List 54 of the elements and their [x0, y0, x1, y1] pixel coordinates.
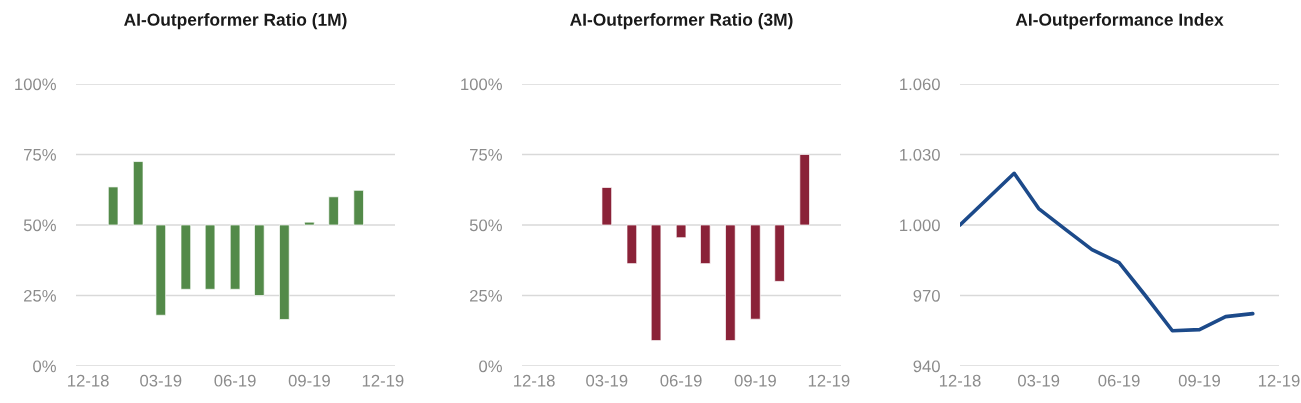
x-tick-label: 12-18	[939, 374, 981, 387]
bar	[774, 224, 785, 282]
x-tick-label: 06-19	[660, 374, 702, 387]
bar	[107, 186, 119, 226]
bar	[725, 224, 736, 341]
bar	[601, 187, 612, 226]
x-tick-label: 06-19	[1098, 374, 1140, 387]
y-tick-label: 1.060	[900, 78, 940, 91]
y-tick-label: 100%	[15, 78, 56, 91]
line-series	[960, 171, 1255, 333]
bar	[700, 224, 711, 264]
bar	[353, 189, 364, 226]
bar	[328, 196, 339, 226]
x-tick-label: 12-18	[68, 374, 109, 387]
y-tick-label: 75%	[24, 148, 56, 161]
chart-title: AI-Outperformance Index	[1015, 13, 1224, 30]
x-tick-label: 03-19	[1018, 374, 1060, 387]
y-tick-label: 25%	[24, 289, 56, 302]
bar	[132, 161, 144, 226]
bar	[155, 224, 166, 316]
bar	[750, 224, 761, 320]
x-tick-label: 12-19	[808, 374, 850, 387]
chart-title: AI-Outperformer Ratio (1M)	[124, 13, 347, 30]
y-tick-label: 25%	[470, 289, 502, 302]
x-tick-label: 03-19	[586, 374, 628, 387]
bar	[279, 224, 290, 320]
bar	[254, 224, 265, 296]
bar	[180, 224, 192, 290]
y-tick-label: 1.030	[900, 148, 940, 161]
y-tick-label: 75%	[470, 148, 502, 161]
y-tick-label: 0%	[33, 360, 56, 373]
y-tick-label: 970	[913, 289, 940, 302]
y-tick-label: 1.000	[900, 219, 940, 232]
x-tick-label: 09-19	[288, 374, 330, 387]
y-tick-label: 100%	[461, 78, 502, 91]
bar	[204, 224, 216, 290]
x-tick-label: 03-19	[140, 374, 182, 387]
x-tick-label: 09-19	[734, 374, 776, 387]
bar	[650, 224, 662, 341]
y-tick-label: 940	[913, 360, 940, 373]
x-tick-label: 12-19	[362, 374, 404, 387]
x-tick-label: 06-19	[214, 374, 256, 387]
bar	[799, 154, 810, 226]
bar	[675, 224, 687, 239]
x-tick-label: 09-19	[1178, 374, 1220, 387]
y-tick-label: 50%	[469, 219, 502, 232]
x-tick-label: 12-19	[1258, 374, 1300, 387]
y-tick-label: 0%	[479, 360, 502, 373]
chart-title: AI-Outperformer Ratio (3M)	[570, 13, 793, 30]
bar	[229, 224, 241, 290]
bar	[304, 221, 315, 226]
bar	[626, 224, 638, 264]
y-tick-label: 50%	[23, 219, 56, 232]
x-tick-label: 12-18	[514, 374, 555, 387]
